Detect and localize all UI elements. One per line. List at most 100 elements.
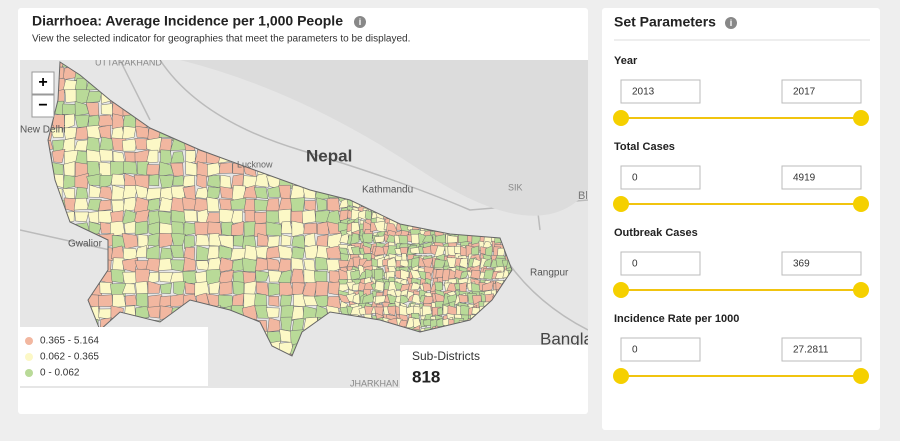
slider-handle[interactable]	[613, 368, 629, 384]
param-input[interactable]	[781, 337, 862, 362]
district	[265, 221, 283, 237]
district	[425, 272, 433, 281]
district	[98, 199, 112, 212]
district	[421, 234, 434, 243]
district	[470, 269, 481, 280]
param-input-value: 2017	[793, 87, 816, 98]
param-input[interactable]	[781, 165, 862, 190]
info-i: i	[730, 18, 733, 28]
slider-handle[interactable]	[853, 196, 869, 212]
district	[242, 175, 258, 188]
district	[146, 164, 160, 176]
param-label: Outbreak Cases	[614, 227, 698, 239]
district	[121, 283, 136, 294]
district	[122, 125, 137, 140]
district	[195, 245, 210, 261]
district	[243, 185, 257, 199]
slider-handle[interactable]	[853, 110, 869, 126]
district	[51, 148, 66, 163]
district	[88, 184, 103, 198]
district	[86, 160, 101, 177]
district	[111, 245, 125, 260]
district	[50, 127, 64, 139]
info-icon[interactable]	[354, 16, 366, 28]
district	[183, 222, 197, 236]
district	[206, 186, 221, 200]
place-label: Bangla	[540, 329, 593, 348]
param-label: Total Cases	[614, 141, 675, 153]
district	[85, 102, 100, 117]
district	[182, 257, 196, 272]
district	[196, 161, 210, 178]
district	[280, 316, 293, 332]
zoom-in[interactable]	[31, 71, 55, 95]
district	[159, 247, 173, 260]
info-icon[interactable]	[725, 17, 737, 29]
district	[87, 199, 102, 212]
zoom-in-label: +	[38, 74, 47, 91]
param-input[interactable]	[781, 79, 862, 104]
district	[205, 212, 223, 223]
district	[63, 161, 76, 177]
district	[328, 281, 340, 296]
title: Diarrhoea: Average Incidence per 1,000 P…	[32, 13, 343, 29]
slider-handle[interactable]	[613, 282, 629, 298]
district	[350, 233, 360, 246]
district	[244, 244, 258, 262]
slider-handle[interactable]	[853, 368, 869, 384]
district	[74, 172, 89, 190]
param-input[interactable]	[620, 337, 701, 362]
district	[206, 174, 221, 189]
param-label: Year	[614, 55, 638, 67]
district	[233, 234, 244, 247]
district	[373, 245, 385, 256]
param-input-value: 27.2811	[793, 345, 829, 356]
district	[100, 103, 114, 116]
param-input[interactable]	[620, 79, 701, 104]
map[interactable]: UTTARAKHAND New Delhi Nepal Kathmandu Gwalio…	[20, 53, 593, 388]
district	[207, 245, 220, 260]
legend-label: 0 - 0.062	[40, 368, 80, 379]
district	[185, 161, 198, 176]
district	[291, 235, 306, 249]
district	[97, 294, 113, 307]
slider-handle[interactable]	[613, 110, 629, 126]
param-input[interactable]	[620, 251, 701, 276]
district	[75, 187, 89, 200]
district	[98, 210, 113, 224]
district	[350, 305, 363, 316]
district	[134, 138, 150, 151]
param-input-value: 0	[632, 259, 638, 270]
legend-label: 0.365 - 5.164	[40, 336, 99, 347]
district	[135, 293, 148, 309]
district	[147, 271, 160, 284]
slider-handle[interactable]	[613, 196, 629, 212]
district	[64, 89, 78, 103]
district	[278, 258, 292, 273]
district	[265, 245, 281, 259]
district	[326, 197, 341, 213]
district	[121, 138, 138, 152]
district	[169, 244, 185, 259]
district	[110, 173, 126, 186]
count-label: Sub-Districts	[412, 349, 480, 363]
district	[146, 305, 161, 319]
district	[268, 295, 280, 307]
param-input[interactable]	[620, 165, 701, 190]
district	[145, 187, 162, 201]
param-input[interactable]	[781, 251, 862, 276]
slider-handle[interactable]	[853, 282, 869, 298]
param-input-value: 0	[632, 173, 638, 184]
info-i: i	[359, 17, 362, 27]
district	[208, 281, 221, 295]
district	[124, 151, 138, 163]
zoom-out[interactable]	[31, 94, 55, 118]
district	[74, 211, 90, 223]
legend-swatch	[25, 337, 33, 345]
param-input-value: 0	[632, 345, 638, 356]
place-label: UTTARAKHAND	[95, 57, 162, 67]
district	[460, 304, 470, 317]
district	[253, 187, 269, 200]
district	[147, 232, 160, 247]
district	[290, 268, 305, 284]
